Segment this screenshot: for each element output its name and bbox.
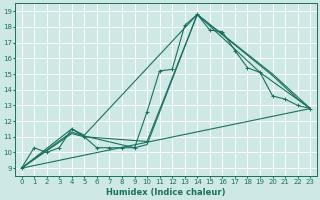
X-axis label: Humidex (Indice chaleur): Humidex (Indice chaleur) (106, 188, 226, 197)
